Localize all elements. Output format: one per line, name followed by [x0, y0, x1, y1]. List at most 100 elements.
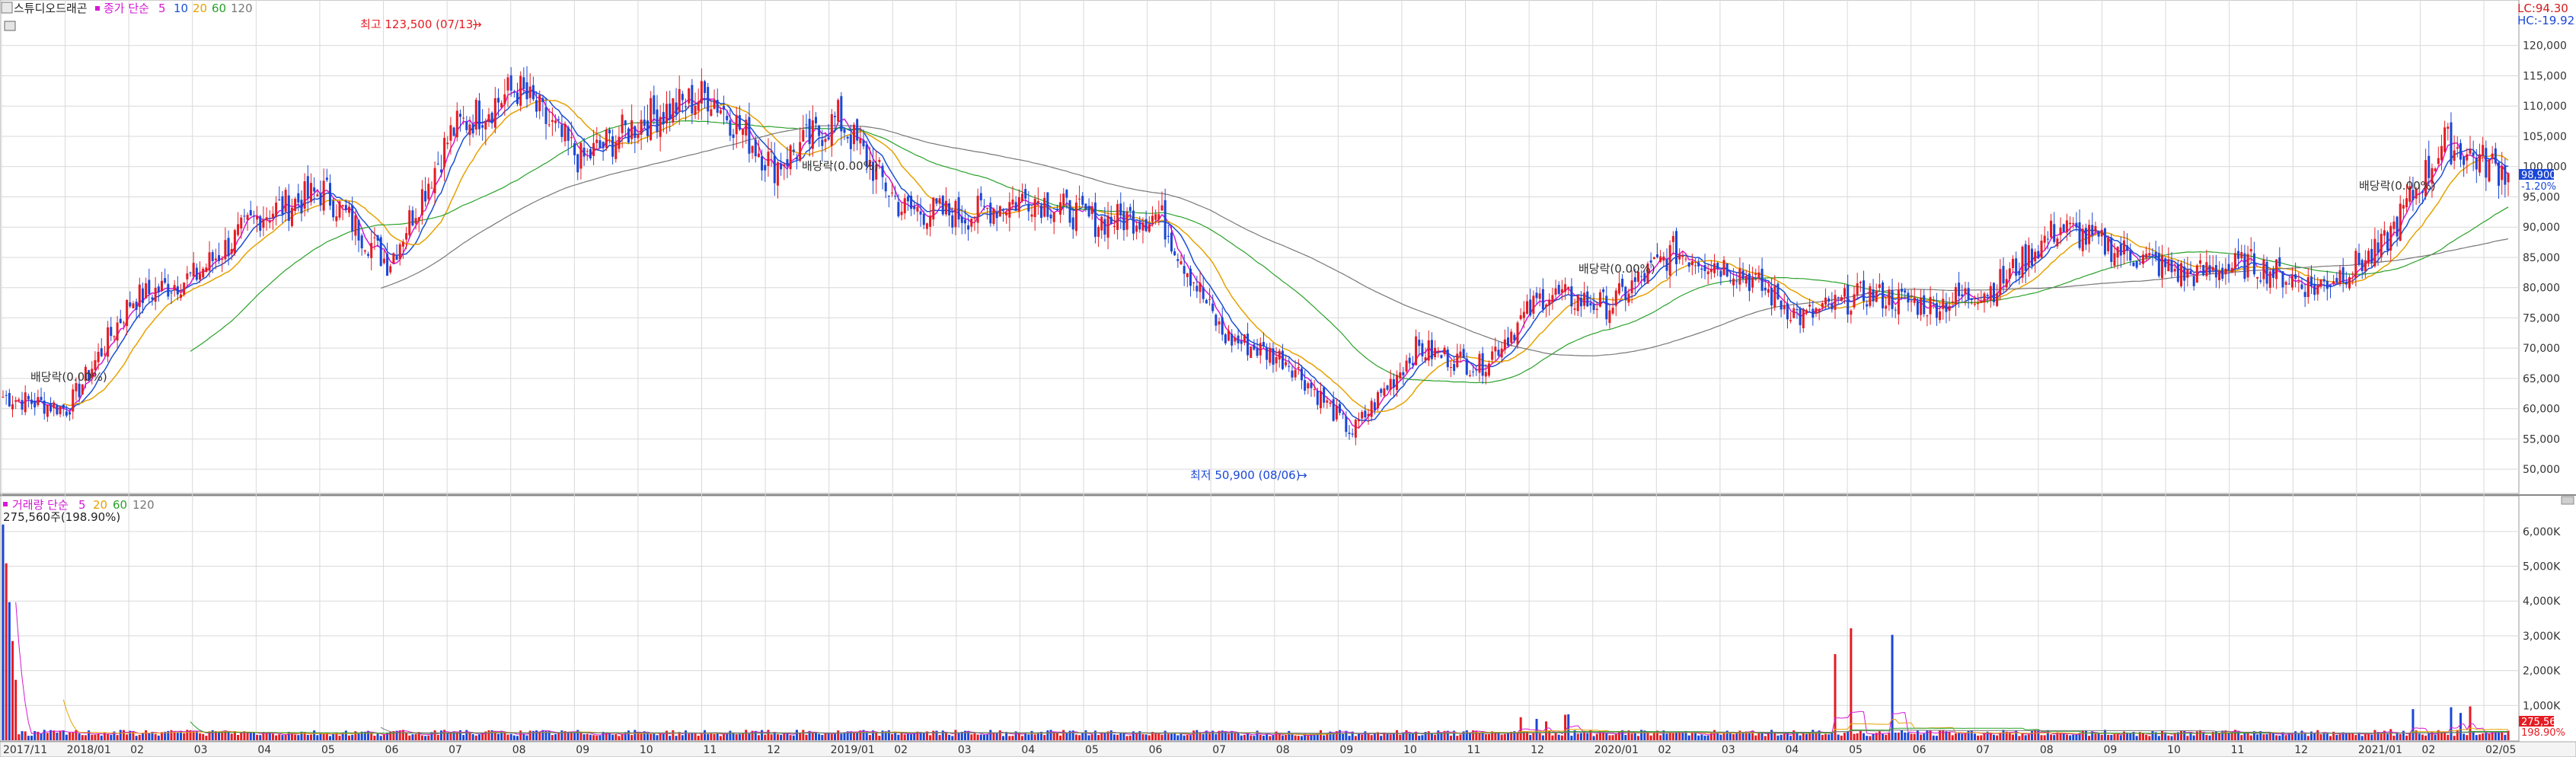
candle-body [40, 397, 43, 401]
candle-body [1970, 299, 1973, 301]
candle-body [1684, 258, 1687, 260]
candle-body [1507, 337, 1510, 347]
volume-bar [1916, 730, 1919, 740]
candle-body [856, 119, 859, 141]
candle-body [363, 250, 366, 252]
volume-bar [433, 730, 436, 740]
volume-bar [2027, 734, 2030, 740]
candle-body [2316, 285, 2319, 295]
candle-body [669, 103, 672, 120]
volume-bar [65, 734, 68, 740]
date-tick-label: 06 [1149, 744, 1163, 756]
candle-body [2412, 190, 2415, 200]
volume-bar [487, 730, 490, 740]
volume-bar [107, 733, 110, 740]
volume-bar [1655, 730, 1658, 740]
candle-body [614, 142, 618, 159]
volume-bar [1396, 730, 1399, 740]
candle-body [2199, 260, 2202, 264]
candle-body [1389, 378, 1392, 390]
volume-bar [1913, 733, 1916, 740]
candle-body [287, 195, 290, 222]
volume-bar [2189, 732, 2192, 740]
volume-bar [1093, 730, 1096, 740]
candle-body [595, 139, 599, 143]
volume-bar [1329, 731, 1332, 740]
volume-bar [2097, 733, 2100, 740]
candle-body [211, 252, 214, 261]
candle-body [1116, 203, 1119, 230]
volume-bar [484, 731, 487, 740]
candle-body [1859, 282, 1862, 283]
settings-icon[interactable] [1, 2, 13, 14]
volume-bar [685, 730, 688, 740]
candle-body [2202, 265, 2205, 276]
candle-body [516, 92, 519, 104]
volume-bar [602, 732, 605, 740]
volume-bar [1215, 733, 1218, 740]
date-tick-label: 04 [1021, 744, 1035, 756]
candle-body [2444, 127, 2447, 152]
candle-body [1326, 400, 1329, 403]
volume-bar [938, 734, 941, 740]
volume-bar [2332, 731, 2335, 740]
volume-bar [2354, 735, 2357, 740]
candle-body [754, 139, 757, 157]
candle-body [951, 215, 954, 228]
candle-body [1097, 227, 1100, 237]
candle-body [1789, 320, 1792, 321]
candle-body [1973, 304, 1976, 305]
candle-body [2072, 222, 2075, 225]
candle-body [897, 202, 900, 216]
volume-bar [811, 733, 814, 740]
volume-bar [1148, 735, 1151, 740]
volume-bar [2040, 735, 2043, 740]
volume-bar [1923, 733, 1926, 740]
volume-bar [1487, 733, 1490, 740]
volume-bar [2072, 734, 2075, 740]
volume-bar [328, 736, 331, 740]
panel-resize-handle[interactable] [2561, 496, 2574, 505]
candle-body [446, 142, 449, 145]
candle-body [979, 193, 982, 201]
candle-body [618, 136, 621, 149]
candle-body [11, 404, 14, 410]
candle-body [1487, 363, 1490, 376]
volume-bar [1789, 736, 1792, 740]
candle-body [995, 212, 998, 219]
volume-bar [69, 733, 72, 740]
candle-body [1106, 215, 1109, 238]
candle-body [1027, 203, 1030, 212]
current-volume-badge [2519, 716, 2554, 727]
candle-body [2478, 154, 2481, 173]
volume-bar [271, 733, 274, 740]
chart-menu-icon[interactable] [4, 21, 16, 31]
volume-bar [2424, 735, 2428, 740]
volume-bar [1818, 730, 1821, 740]
candle-body [2415, 188, 2418, 199]
candle-body [1945, 302, 1948, 312]
volume-bar [2485, 732, 2488, 740]
current-price-badge [2519, 169, 2554, 180]
candle-body [1087, 206, 1090, 217]
volume-bar [1840, 735, 1843, 740]
candle-body [1377, 391, 1380, 409]
volume-bar [1059, 735, 1062, 740]
candle-body [1799, 308, 1802, 325]
volume-bar [525, 735, 528, 740]
volume-bar [268, 732, 271, 740]
candle-body [1646, 264, 1649, 284]
volume-bar [1954, 733, 1957, 740]
candle-body [802, 129, 805, 142]
candle-body [1074, 202, 1077, 232]
volume-bar [1557, 734, 1560, 740]
candle-body [1592, 303, 1595, 311]
volume-bar [837, 730, 840, 740]
candle-body [1221, 317, 1224, 335]
candle-body [840, 96, 843, 132]
candle-body [583, 147, 586, 157]
volume-bar [1176, 735, 1179, 740]
volume-bar [742, 733, 745, 740]
candle-body [1662, 256, 1665, 261]
volume-bar [713, 733, 716, 740]
